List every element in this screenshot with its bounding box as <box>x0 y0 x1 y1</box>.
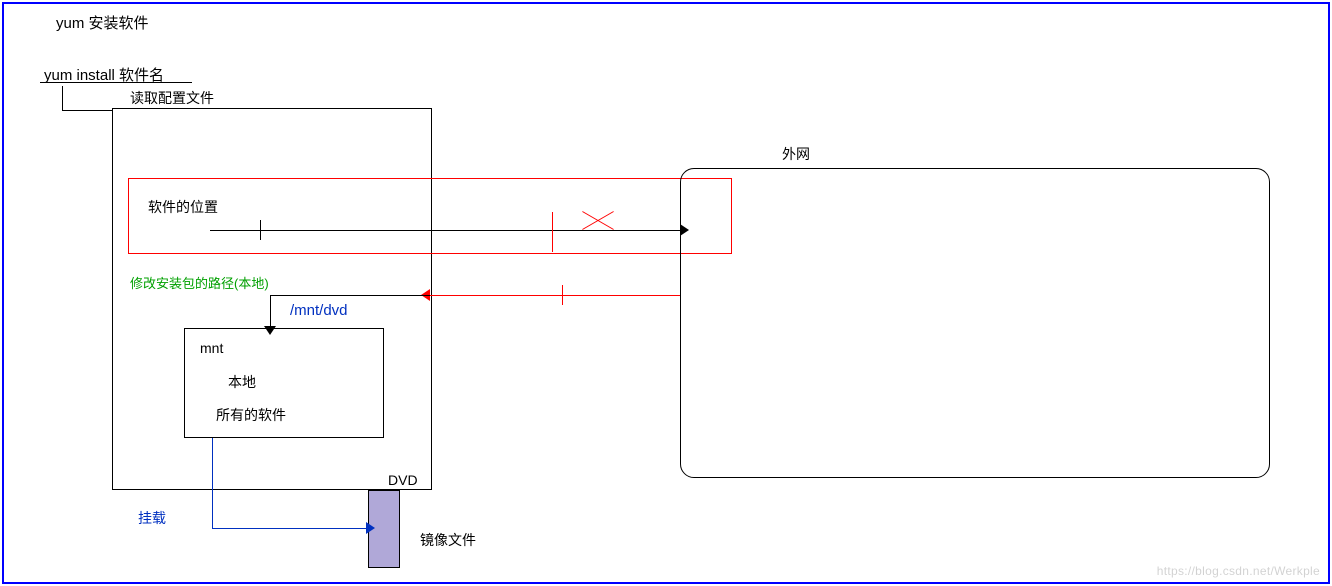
label-title: yum 安装软件 <box>56 12 149 33</box>
label-mod_path: 修改安装包的路径(本地) <box>130 273 269 292</box>
label-mnt_path: /mnt/dvd <box>290 302 348 319</box>
label-mirror: 镜像文件 <box>420 530 476 550</box>
label-read_cfg: 读取配置文件 <box>130 88 214 108</box>
internet_box <box>680 168 1270 478</box>
red-tick <box>552 212 553 252</box>
label-local: 本地 <box>228 372 256 392</box>
label-dvd: DVD <box>388 472 418 488</box>
red_box <box>128 178 732 254</box>
label-internet: 外网 <box>782 144 810 164</box>
label-mnt: mnt <box>200 340 223 356</box>
label-cmd: yum install 软件名 <box>44 64 164 85</box>
watermark: https://blog.csdn.net/Werkple <box>1157 564 1320 578</box>
label-sw_loc: 软件的位置 <box>148 197 218 217</box>
label-all_sw: 所有的软件 <box>216 405 286 425</box>
label-mount: 挂载 <box>138 508 166 528</box>
